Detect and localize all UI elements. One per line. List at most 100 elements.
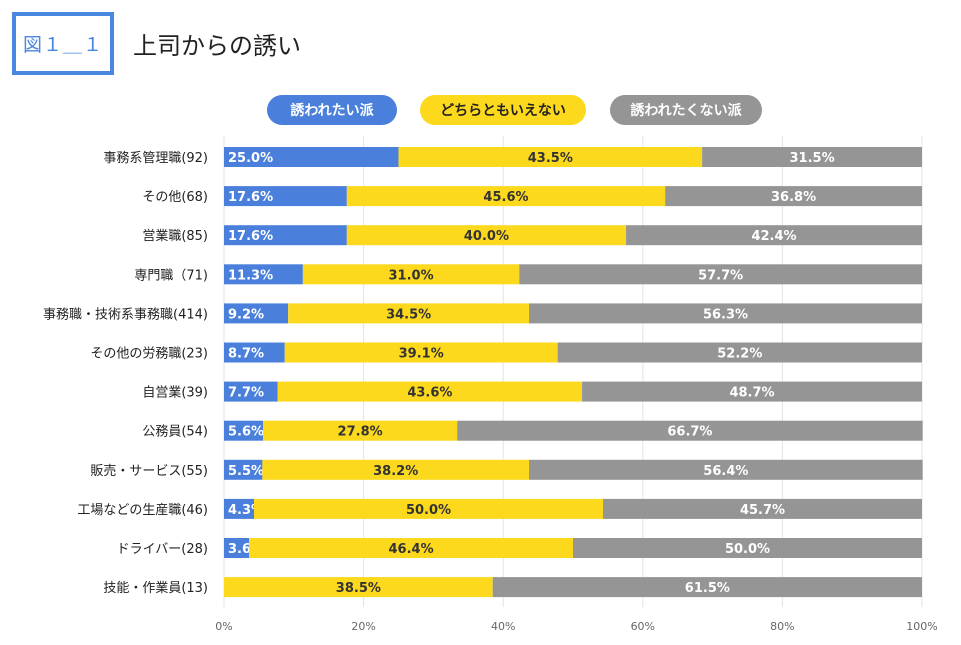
category-label: 工場などの生産職(46): [77, 502, 208, 518]
bar-segment-series-1: [224, 459, 263, 480]
data-label-series-1: 7.7%: [228, 386, 264, 401]
category-label: 技能・作業員(13): [103, 580, 208, 596]
data-label-series-3: 61.5%: [685, 581, 730, 596]
bar-segment-series-2: [263, 420, 458, 441]
category-labels: 事務系管理職(92) その他(68) 営業職(85) 専門職（71) 事務職・技術系事務…: [43, 151, 208, 596]
legend-label-series-2: どちらともいえない: [440, 103, 566, 119]
data-label-series-2: 45.6%: [483, 190, 528, 205]
bar-segment-series-3: [557, 342, 922, 363]
category-label: 販売・サービス(55): [90, 463, 208, 479]
legend-item-series-2: どちらともいえない: [420, 95, 586, 125]
bar-segment-series-2: [302, 264, 520, 285]
data-label-series-2: 38.2%: [373, 464, 418, 479]
bar-segment-series-2: [284, 342, 558, 363]
x-tick-label: 60%: [631, 620, 655, 633]
bar-segment-series-2: [249, 538, 574, 558]
bar-segment-series-3: [573, 538, 922, 558]
legend-label-series-1: 誘われたい派: [290, 103, 374, 119]
gridlines: [223, 136, 923, 607]
data-label-series-2: 43.6%: [407, 386, 452, 401]
bar-segment-series-1: [224, 147, 399, 167]
bar-segment-series-3: [492, 577, 922, 598]
data-label-series-2: 38.5%: [336, 581, 381, 596]
figure-label: 図１＿１: [22, 34, 103, 56]
bar-segment-series-2: [277, 381, 583, 402]
data-label-series-3: 31.5%: [790, 151, 835, 166]
bars: 25.0% 43.5% 31.5% 17.6% 45.6% 36.8% 17.6% 40.0%…: [224, 147, 923, 598]
data-label-series-3: 45.7%: [740, 503, 785, 518]
data-label-series-2: 43.5%: [528, 151, 573, 166]
bar-segment-series-2: [288, 303, 530, 324]
x-tick-label: 0%: [215, 620, 232, 633]
data-label-series-1: 17.6%: [228, 229, 273, 244]
bar-segment-series-2: [398, 147, 703, 167]
data-label-series-1: 9.2%: [228, 307, 264, 322]
bar-segment-series-1: [224, 186, 347, 207]
bar-segment-series-1: [224, 264, 303, 285]
bar-segment-series-2: [346, 225, 627, 246]
data-label-series-1: 8.7%: [228, 347, 264, 362]
bar-segment-series-2: [262, 459, 530, 480]
bar-segment-series-3: [457, 420, 923, 441]
category-label: その他(68): [142, 190, 208, 205]
data-label-series-3: 42.4%: [751, 229, 796, 244]
bar-segment-series-3: [529, 303, 922, 324]
category-label: 営業職(85): [142, 228, 208, 244]
data-label-series-2: 40.0%: [464, 229, 509, 244]
category-label: 自営業(39): [142, 385, 208, 401]
x-tick-label: 80%: [770, 620, 794, 633]
category-label: その他の労務職(23): [90, 347, 208, 362]
data-label-series-2: 34.5%: [386, 307, 431, 322]
data-label-series-1: 11.3%: [228, 268, 273, 283]
chart-title: 上司からの誘い: [133, 32, 301, 60]
bar-segment-series-3: [626, 225, 922, 246]
data-label-series-2: 27.8%: [338, 425, 383, 440]
bar-segment-series-2: [346, 186, 666, 207]
data-label-series-3: 56.4%: [703, 464, 748, 479]
bar-segment-series-1: [224, 538, 250, 558]
x-axis-ticks: 0% 20% 40% 60% 80% 100%: [215, 620, 937, 633]
bar-segment-series-1: [224, 303, 289, 324]
legend-label-series-3: 誘われたくない派: [630, 103, 742, 119]
data-label-series-2: 50.0%: [406, 503, 451, 518]
bar-segment-series-2: [224, 577, 493, 598]
data-label-series-1: 17.6%: [228, 190, 273, 205]
category-label: 専門職（71): [134, 268, 208, 283]
data-label-series-2: 46.4%: [389, 542, 434, 557]
data-label-series-3: 50.0%: [725, 542, 770, 557]
x-tick-label: 100%: [906, 620, 937, 633]
data-label-series-3: 48.7%: [729, 386, 774, 401]
bar-segment-series-3: [702, 147, 922, 167]
bar-segment-series-1: [224, 225, 347, 246]
data-label-series-3: 52.2%: [717, 347, 762, 362]
data-label-series-1: 25.0%: [228, 151, 273, 166]
data-label-series-3: 57.7%: [698, 268, 743, 283]
data-label-series-2: 39.1%: [399, 347, 444, 362]
data-label-series-2: 31.0%: [389, 268, 434, 283]
data-label-series-3: 36.8%: [771, 190, 816, 205]
bar-segment-series-3: [529, 459, 923, 480]
category-label: 事務職・技術系事務職(414): [43, 307, 208, 322]
bar-segment-series-3: [519, 264, 922, 285]
data-label-series-3: 56.3%: [703, 307, 748, 322]
category-label: 公務員(54): [142, 425, 208, 440]
data-label-series-3: 66.7%: [667, 425, 712, 440]
bar-segment-series-3: [603, 498, 922, 519]
data-label-series-1: 5.5%: [228, 464, 264, 479]
x-tick-label: 20%: [351, 620, 375, 633]
bar-segment-series-1: [224, 381, 278, 402]
bar-segment-series-3: [582, 381, 922, 402]
bar-segment-series-1: [224, 498, 255, 519]
category-label: 事務系管理職(92): [103, 151, 208, 166]
figure-label-badge: 図１＿１: [12, 12, 114, 75]
bar-segment-series-3: [665, 186, 922, 207]
legend-item-series-3: 誘われたくない派: [610, 95, 762, 125]
bar-segment-series-1: [224, 420, 264, 441]
bar-segment-series-1: [224, 342, 285, 363]
category-label: ドライバー(28): [117, 542, 208, 557]
bar-segment-series-2: [254, 498, 604, 519]
legend-item-series-1: 誘われたい派: [267, 95, 397, 125]
data-label-series-1: 5.6%: [228, 425, 264, 440]
x-tick-label: 40%: [491, 620, 515, 633]
